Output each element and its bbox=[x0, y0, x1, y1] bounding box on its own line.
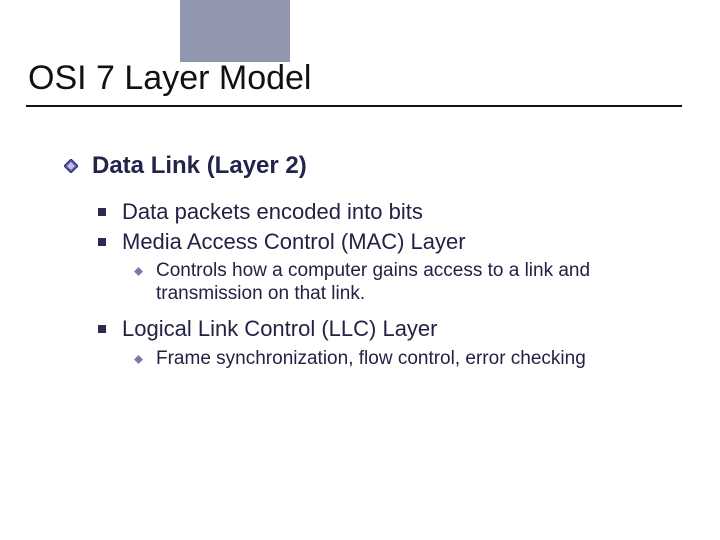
square-icon bbox=[98, 238, 106, 246]
title-shadow bbox=[180, 0, 290, 62]
sub-item: Frame synchronization, flow control, err… bbox=[134, 347, 660, 370]
slide: OSI 7 Layer Model Data Link (Layer 2) Da… bbox=[0, 0, 720, 540]
section-heading-text: Data Link (Layer 2) bbox=[92, 152, 307, 179]
section-heading: Data Link (Layer 2) bbox=[64, 152, 660, 180]
square-icon bbox=[98, 325, 106, 333]
list-item-text: Logical Link Control (LLC) Layer bbox=[122, 316, 438, 341]
diamond-small-icon bbox=[134, 355, 143, 364]
title-block: OSI 7 Layer Model bbox=[28, 60, 680, 103]
body: Data Link (Layer 2) Data packets encoded… bbox=[64, 152, 660, 380]
sub-item-text: Controls how a computer gains access to … bbox=[156, 260, 590, 304]
list-item-text: Data packets encoded into bits bbox=[122, 199, 423, 224]
slide-title: OSI 7 Layer Model bbox=[28, 60, 680, 97]
diamond-icon bbox=[64, 159, 78, 173]
square-icon bbox=[98, 208, 106, 216]
list-item: Media Access Control (MAC) Layer bbox=[98, 228, 660, 256]
sub-item-text: Frame synchronization, flow control, err… bbox=[156, 348, 586, 369]
list-item-text: Media Access Control (MAC) Layer bbox=[122, 229, 466, 254]
diamond-small-icon bbox=[134, 267, 143, 276]
list-item: Data packets encoded into bits bbox=[98, 198, 660, 226]
title-underline bbox=[26, 105, 682, 107]
list-item: Logical Link Control (LLC) Layer bbox=[98, 315, 660, 343]
sub-item: Controls how a computer gains access to … bbox=[134, 259, 660, 305]
